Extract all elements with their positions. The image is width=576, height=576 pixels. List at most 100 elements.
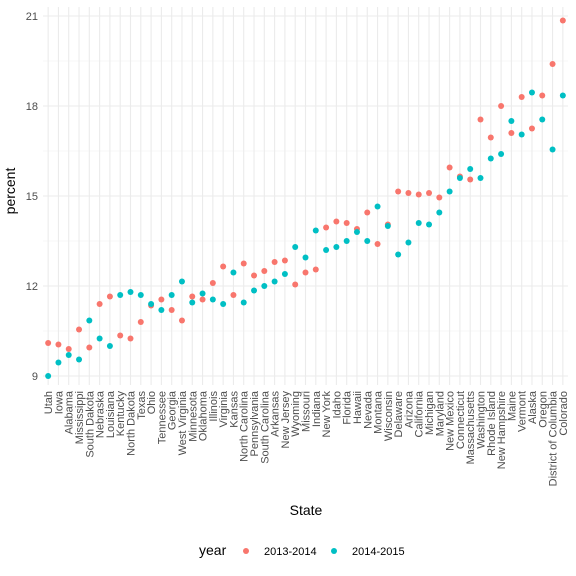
data-point <box>96 335 103 342</box>
data-point <box>518 94 525 100</box>
x-tick-label: Pennsylvania <box>249 390 261 456</box>
data-point <box>384 223 391 229</box>
data-point <box>456 175 463 181</box>
data-point <box>189 293 196 300</box>
data-point <box>343 238 350 244</box>
y-tick-label: 21 <box>26 11 38 23</box>
data-point <box>55 359 62 366</box>
data-point <box>240 299 247 306</box>
x-tick-label: Kentucky <box>115 391 127 437</box>
data-point <box>189 299 196 306</box>
data-point <box>539 116 546 123</box>
x-tick-label: Florida <box>342 390 354 425</box>
y-axis-title: percent <box>2 168 18 215</box>
data-point <box>498 103 505 109</box>
x-axis-title: State <box>290 502 323 518</box>
data-point <box>302 254 309 261</box>
legend-key <box>243 548 249 554</box>
data-point <box>549 61 556 67</box>
data-point <box>353 229 360 235</box>
data-point <box>323 224 330 231</box>
x-tick-label: Delaware <box>393 391 405 437</box>
data-point <box>76 326 83 333</box>
x-tick-label: Washington <box>476 391 488 449</box>
legend-label: 2013-2014 <box>264 546 317 558</box>
x-tick-label: Wyoming <box>290 391 302 437</box>
data-point <box>45 373 52 379</box>
data-point <box>528 125 535 132</box>
data-point <box>312 266 319 273</box>
data-point <box>106 343 113 349</box>
data-point <box>374 241 381 247</box>
x-tick-label: Texas <box>136 391 148 420</box>
x-tick-label: Iowa <box>53 390 65 414</box>
data-point <box>436 194 443 201</box>
data-point <box>220 263 227 270</box>
x-tick-label: Indiana <box>311 390 323 427</box>
y-tick-label: 12 <box>26 281 38 293</box>
x-tick-label: Wisconsin <box>383 391 395 441</box>
y-tick-label: 18 <box>26 101 38 113</box>
x-tick-label: North Carolina <box>239 390 251 462</box>
data-point <box>271 259 278 265</box>
x-tick-label: Massachusetts <box>465 391 477 465</box>
data-point <box>467 166 474 172</box>
x-tick-label: Minnesota <box>187 390 199 442</box>
data-point <box>240 260 247 267</box>
x-tick-label: Connecticut <box>455 391 467 449</box>
data-point <box>395 188 402 195</box>
legend-label: 2014-2015 <box>352 546 405 558</box>
data-point <box>446 164 453 171</box>
x-tick-label: Oregon <box>537 391 549 428</box>
x-tick-label: California <box>414 390 426 437</box>
data-point <box>261 268 268 274</box>
x-tick-label: Illinois <box>208 391 220 422</box>
data-point <box>65 352 72 358</box>
x-tick-label: Alabama <box>64 390 76 434</box>
data-point <box>55 341 62 348</box>
data-point <box>86 344 93 351</box>
data-point <box>436 209 443 216</box>
data-point <box>477 175 484 181</box>
x-tick-label: District of Columbia <box>548 390 560 486</box>
data-point <box>251 287 258 294</box>
data-point <box>415 191 422 198</box>
data-point <box>333 244 340 250</box>
x-tick-label: Montana <box>373 390 385 434</box>
legend-title: year <box>199 542 227 558</box>
data-point <box>209 296 216 303</box>
x-tick-label: Georgia <box>167 390 179 430</box>
data-point <box>395 251 402 258</box>
x-tick-label: Oklahoma <box>198 390 210 441</box>
data-point <box>117 292 124 298</box>
data-point <box>230 292 237 298</box>
data-point <box>323 247 330 253</box>
data-point <box>199 290 206 297</box>
data-point <box>415 220 422 226</box>
x-tick-label: New York <box>321 391 333 438</box>
x-tick-label: Rhode Island <box>486 391 498 456</box>
x-tick-label: New Hampshire <box>496 391 508 469</box>
data-point <box>148 301 155 307</box>
x-tick-label: Tennessee <box>156 391 168 444</box>
x-tick-label: North Dakota <box>126 390 138 456</box>
data-point <box>158 296 165 303</box>
x-tick-label: Hawaii <box>352 391 364 424</box>
x-tick-label: Mississippi <box>74 391 86 444</box>
x-tick-label: Kansas <box>228 391 240 428</box>
data-point <box>281 271 288 277</box>
y-axis-ticks: 9 12 15 18 21 <box>26 11 38 383</box>
x-tick-label: Louisiana <box>105 390 117 438</box>
data-point <box>302 269 309 276</box>
data-point <box>96 301 103 307</box>
data-point <box>292 281 299 288</box>
data-point <box>487 134 494 141</box>
data-point <box>137 319 144 325</box>
x-tick-label: Nebraska <box>95 390 107 438</box>
data-point <box>168 307 175 313</box>
x-tick-label: Colorado <box>558 391 570 436</box>
legend-items: 2013-2014 2014-2015 <box>243 546 405 558</box>
x-tick-label: Arizona <box>403 390 415 428</box>
